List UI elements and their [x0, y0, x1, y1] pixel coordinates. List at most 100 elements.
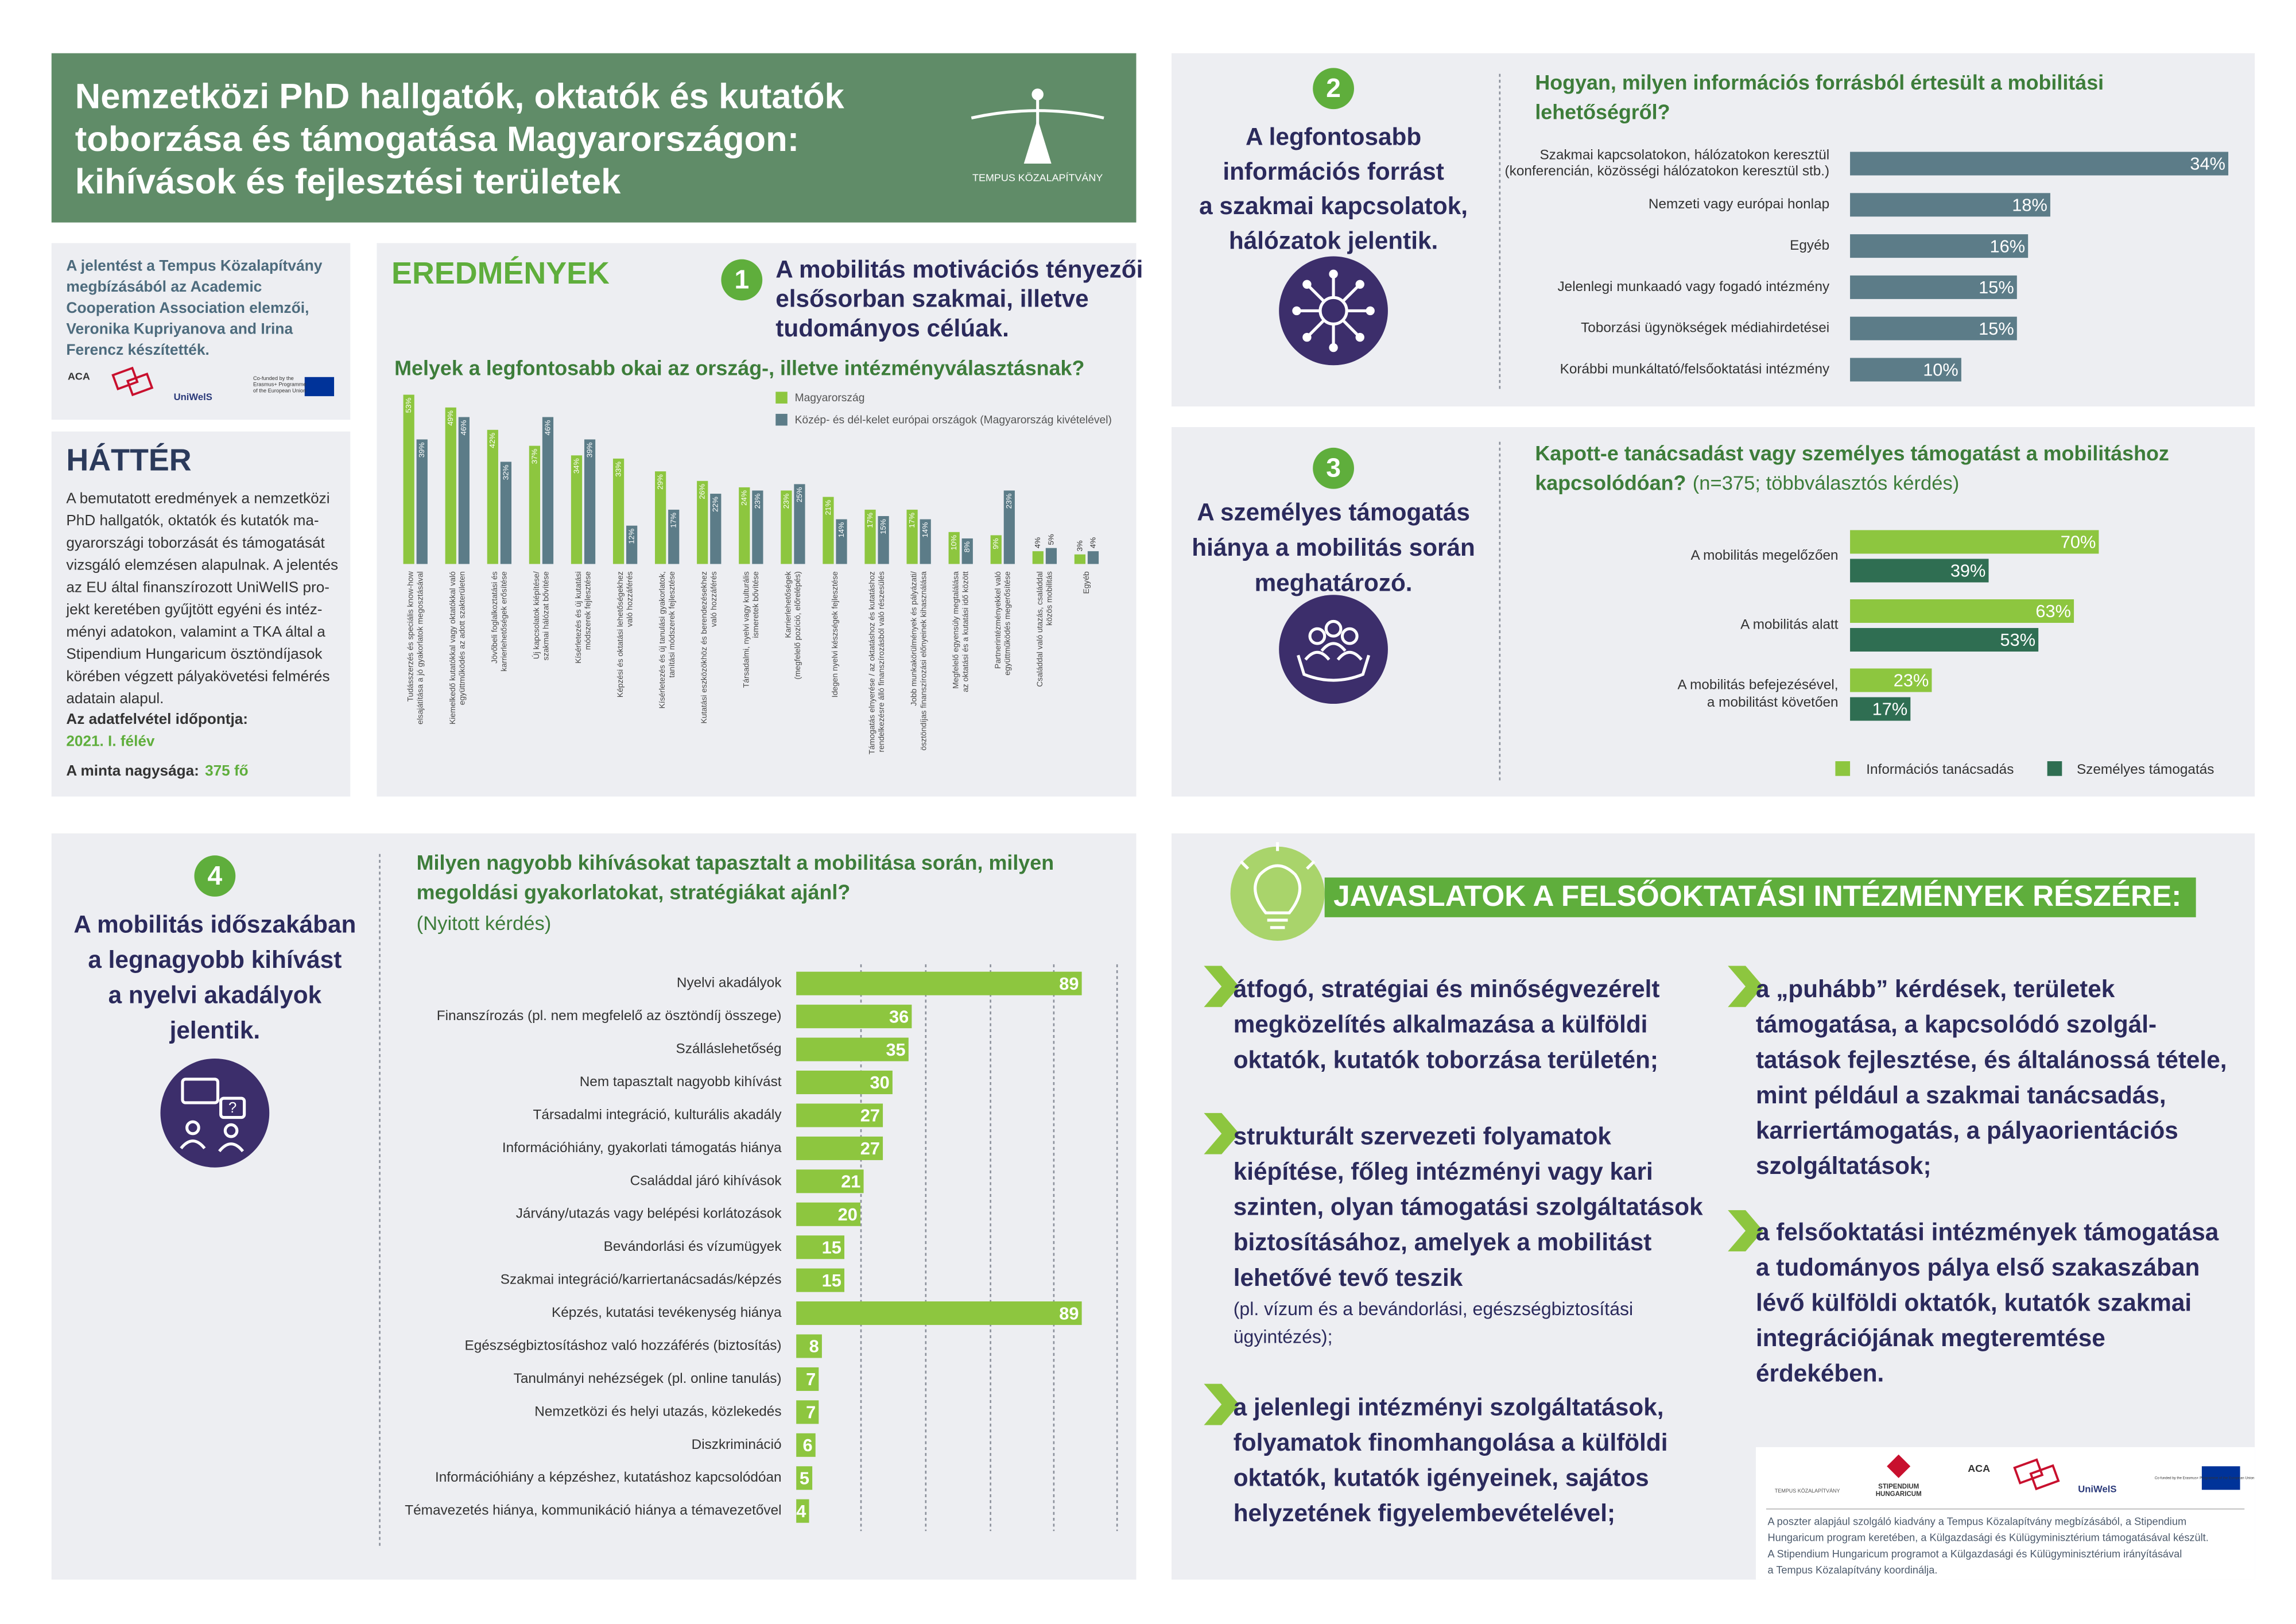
number-badge: [1313, 68, 1354, 110]
x-tick-label: Kiemelkedő kutatókkal vagy oktatókkal va…: [448, 571, 457, 724]
recommendation-note: (pl. vízum és a bevándorlási, egészségbi…: [1234, 1299, 1633, 1319]
bar: [796, 1433, 816, 1457]
x-tick-label: (megfelelő pozíció, előrelépés): [793, 571, 802, 679]
bar: [403, 394, 414, 564]
x-tick-label: Kísérletezés és új tanulási gyakorlatok,: [657, 571, 666, 708]
recommendations-title: JAVASLATOK A FELSŐOKTATÁSI INTÉZMÉNYEK R…: [1333, 879, 2181, 912]
bar: [1850, 316, 2017, 340]
y-tick-label: (konferencián, közösségi hálózatokon ker…: [1505, 164, 1830, 179]
bar: [1850, 275, 2017, 299]
number: 3: [1326, 453, 1341, 483]
authors-panel: [51, 243, 351, 420]
x-tick-label: Kísérletezés és új kutatási: [573, 571, 583, 664]
authors-text: A jelentést a Tempus Közalapítvány: [66, 257, 322, 274]
value-label: 26%: [698, 484, 707, 499]
background-text: jekt keretében gyűjtött egyéni és intéz-: [65, 600, 322, 618]
bar: [796, 1169, 864, 1193]
number: 4: [208, 861, 223, 890]
bar: [1074, 554, 1086, 564]
bar: [796, 1400, 819, 1424]
value-label: 23%: [1004, 493, 1013, 509]
chart-note: (Nyitott kérdés): [417, 913, 552, 935]
value-label: 32%: [501, 464, 510, 480]
value-label: 39%: [1950, 561, 1986, 581]
x-tick-label: Családdal való utazás, családdal: [1035, 571, 1044, 687]
y-tick-label: Toborzási ügynökségek médiahirdetései: [1581, 320, 1829, 336]
logo-text: ACA: [68, 371, 90, 382]
logo-text: Co-funded by the Erasmus+ Programme of t…: [2155, 1476, 2255, 1480]
bar: [500, 462, 512, 564]
chart-title: Hogyan, milyen információs forrásból ért…: [1535, 71, 2104, 94]
finding-text: a nyelvi akadályok: [108, 981, 322, 1008]
recommendation-text: helyzetének figyelembevételével;: [1234, 1499, 1615, 1526]
value-label: 9%: [991, 538, 1000, 549]
value-label: 53%: [404, 398, 413, 413]
value-label: 14%: [921, 522, 929, 538]
bar: [1032, 551, 1044, 564]
bar: [445, 407, 456, 564]
logo-text: TEMPUS KÖZALAPÍTVÁNY: [1775, 1488, 1840, 1494]
bar: [1850, 234, 2029, 258]
bar: [796, 1202, 860, 1226]
value-label: 4%: [1088, 537, 1097, 548]
number: 2: [1326, 73, 1341, 103]
x-tick-label: együttműködés megerősítése: [1002, 571, 1011, 676]
x-tick-label: Jobb munkakörülmények és pályázati/: [909, 571, 918, 706]
value-label: 35: [886, 1040, 905, 1060]
bar: [1087, 551, 1099, 564]
recommendation-text: oktatók, kutatók toborzása területén;: [1234, 1046, 1658, 1073]
value-label: 5%: [1046, 534, 1055, 545]
y-tick-label: Információhiány, gyakorlati támogatás hi…: [502, 1140, 782, 1156]
eu-flag: [304, 377, 335, 397]
value-label: 39%: [417, 442, 426, 458]
header-title: Nemzetközi PhD hallgatók, oktatók és kut…: [75, 76, 845, 116]
background-text: PhD hallgatók, oktatók és kutatók ma-: [66, 511, 319, 529]
bar: [655, 471, 666, 564]
x-tick-label: elsajátítása a jó gyakorlatok megosztásá…: [415, 571, 424, 724]
bar: [697, 480, 708, 564]
recommendation-text: kiépítése, főleg intézményi vagy kari: [1234, 1158, 1653, 1185]
chart-title: kapcsolódóan?: [1535, 471, 1686, 494]
value-label: 36: [889, 1006, 909, 1026]
value-label: 33%: [614, 462, 622, 477]
x-tick-label: Jövőbeli foglalkoztatási és: [490, 571, 499, 664]
value-label: 53%: [2000, 630, 2035, 650]
background-title: HÁTTÉR: [66, 443, 191, 478]
bar: [864, 509, 876, 564]
y-tick-label: Egyéb: [1790, 238, 1829, 253]
aca-logo: [111, 366, 154, 397]
recommendation-text: folyamatok finomhangolása a külföldi: [1234, 1429, 1668, 1456]
footer-text: A Stipendium Hungaricum programot a Külg…: [1767, 1548, 2182, 1560]
value-label: 70%: [2061, 532, 2096, 552]
x-tick-label: Képzési és oktatási lehetőségekhez: [615, 571, 625, 697]
y-tick-label: Társadalmi integráció, kulturális akadál…: [533, 1107, 782, 1122]
header-panel: [51, 53, 1137, 223]
y-tick-label: Finanszírozás (pl. nem megfelelő az öszt…: [437, 1008, 782, 1024]
recommendation-text: mint például a szakmai tanácsadás,: [1756, 1082, 2166, 1108]
bar: [1045, 548, 1057, 564]
value-label: 34%: [2190, 154, 2225, 174]
bar: [796, 1499, 809, 1523]
recommendation-text: a felsőoktatási intézmények támogatása: [1756, 1218, 2219, 1245]
value-label: 3%: [1075, 540, 1084, 551]
value-label: 15%: [1979, 277, 2014, 297]
network-icon: [1279, 256, 1388, 366]
value-label: 16%: [1990, 236, 2026, 256]
background-panel: [51, 431, 351, 797]
y-tick-label: Szálláslehetőség: [676, 1041, 781, 1057]
recommendation-text: strukturált szervezeti folyamatok: [1234, 1123, 1612, 1150]
bar: [948, 532, 960, 564]
logo-text: UniWelS: [174, 392, 212, 402]
value-label: 18%: [2012, 195, 2047, 215]
value-label: 8: [809, 1336, 819, 1356]
tempus-logo: [971, 88, 1104, 164]
value-label: 15%: [1979, 319, 2014, 339]
y-tick-label: Korábbi munkáltató/felsőoktatási intézmé…: [1560, 361, 1830, 377]
bar: [906, 509, 918, 564]
value-label: 46%: [459, 420, 468, 436]
x-tick-label: Kutatási eszközökhöz és berendezésekhez: [699, 571, 708, 723]
bar: [571, 455, 583, 564]
value-label: 49%: [446, 410, 455, 426]
y-tick-label: Nemzeti vagy európai honlap: [1649, 196, 1829, 212]
